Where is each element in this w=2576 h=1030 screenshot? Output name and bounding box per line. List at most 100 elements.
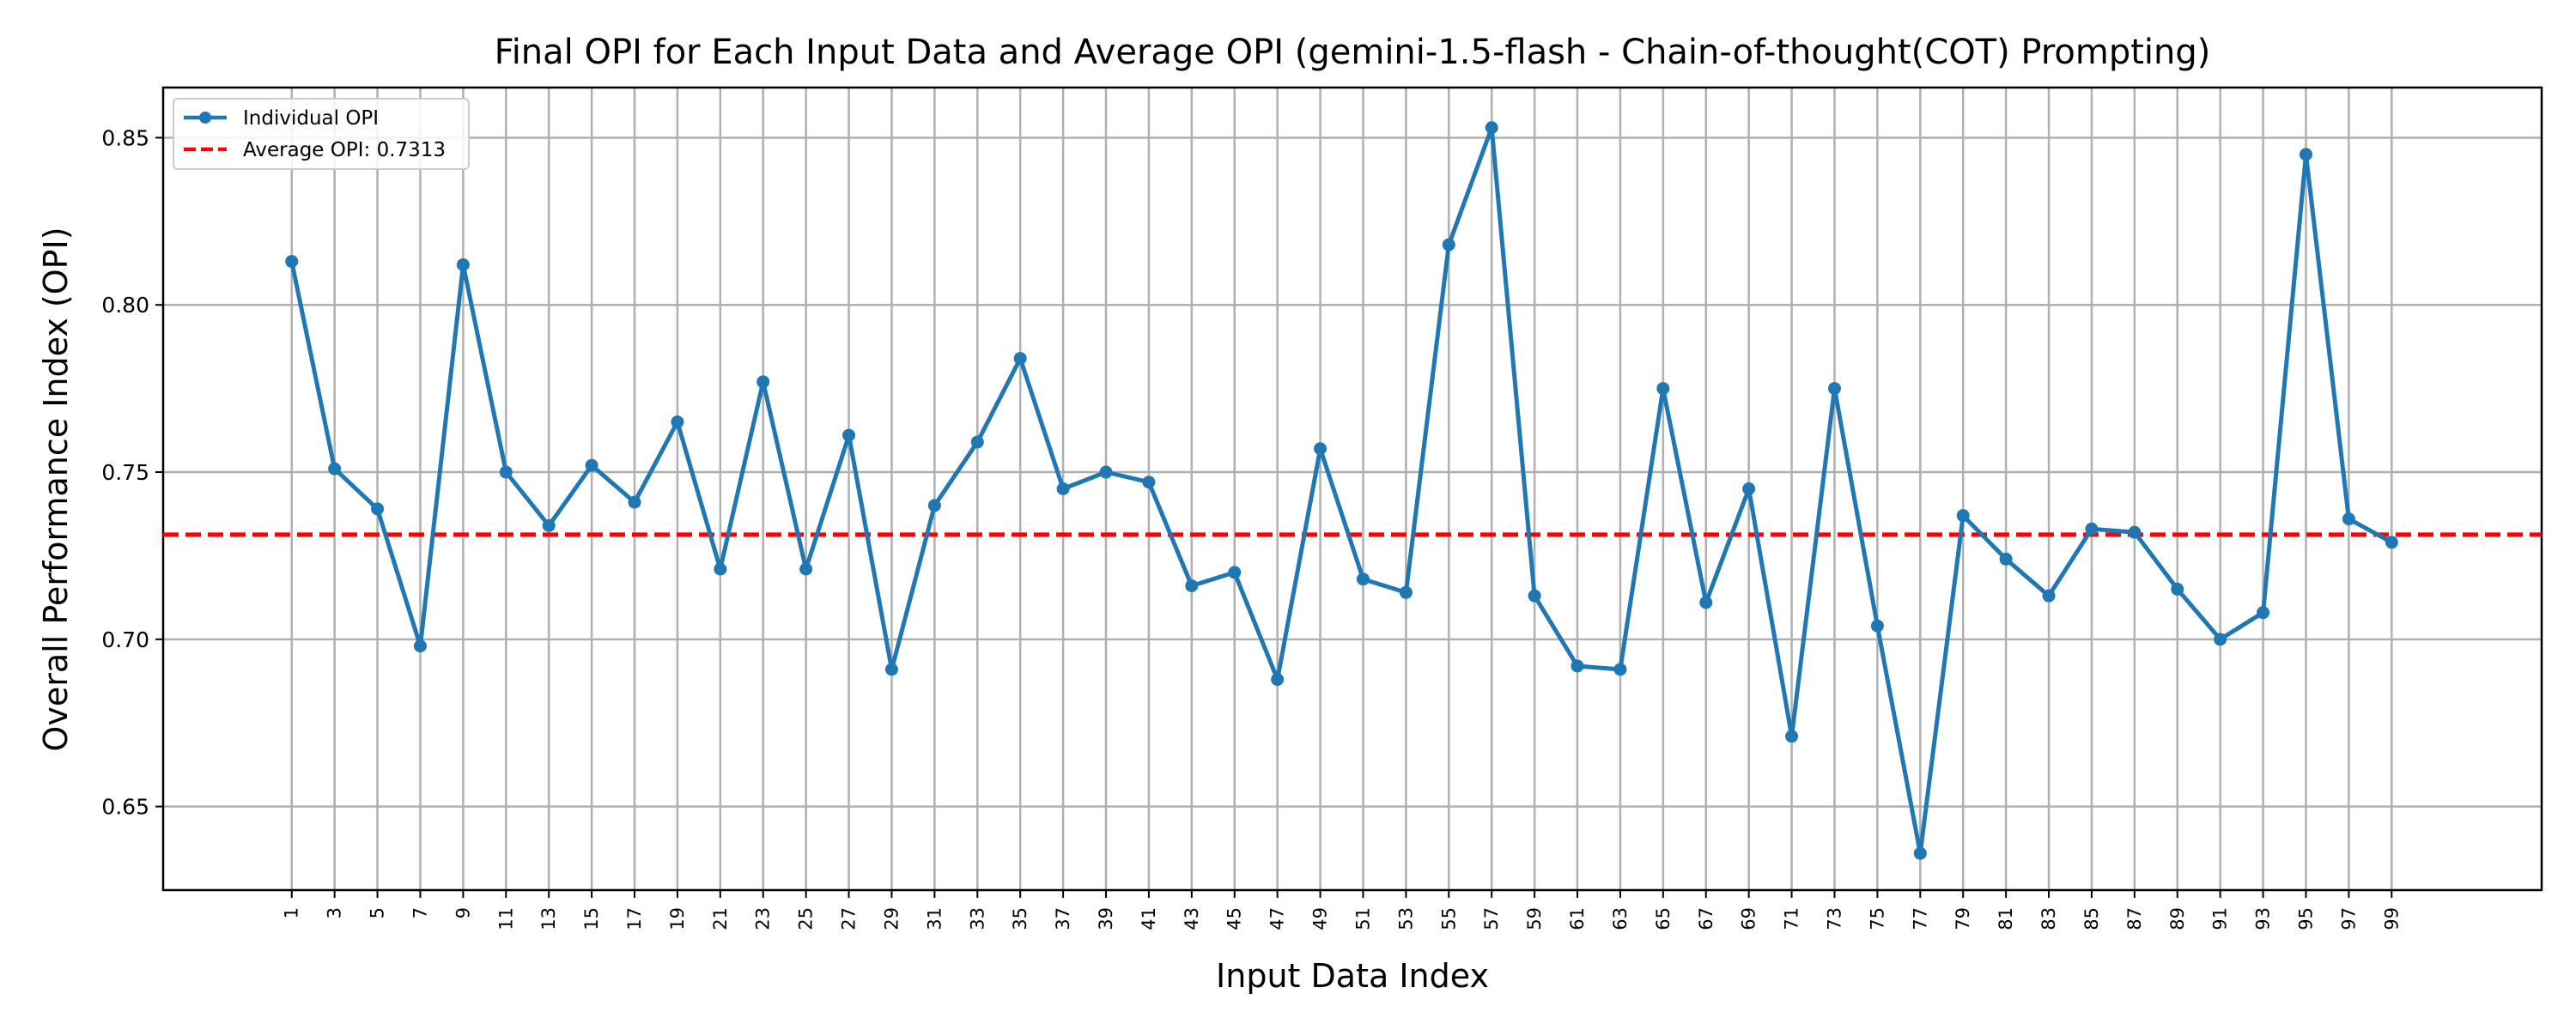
x-tick-label: 17 (624, 907, 645, 930)
y-axis-ticks: 0.65 0.70 0.75 0.80 0.85 (101, 125, 163, 820)
data-point (1528, 589, 1541, 603)
legend-label-individual-opi: Individual OPI (243, 107, 379, 130)
legend: Individual OPI Average OPI: 0.7313 (173, 98, 470, 170)
y-tick-label: 0.80 (101, 293, 149, 318)
x-tick-label: 65 (1653, 907, 1674, 930)
x-tick-label: 49 (1310, 907, 1331, 930)
data-point (1314, 442, 1327, 456)
data-point (671, 415, 684, 429)
data-point (1356, 573, 1370, 586)
x-tick-label: 69 (1739, 907, 1759, 930)
data-point (756, 375, 770, 389)
data-point-markers (285, 121, 2398, 860)
x-axis-label: Input Data Index (1216, 957, 1489, 995)
legend-marker-individual-opi (199, 112, 211, 124)
legend-box (173, 98, 470, 170)
data-point (1442, 238, 1455, 251)
data-point (799, 562, 813, 576)
x-tick-label: 1 (282, 907, 302, 918)
x-tick-label: 95 (2295, 907, 2316, 930)
data-point (628, 495, 641, 509)
x-tick-label: 21 (710, 907, 731, 930)
data-point (1613, 663, 1627, 676)
data-point (1699, 596, 1713, 609)
x-tick-label: 3 (325, 907, 345, 918)
x-tick-label: 87 (2124, 907, 2145, 930)
data-point (1142, 476, 1156, 489)
data-point (2042, 589, 2056, 603)
x-tick-label: 91 (2210, 907, 2231, 930)
x-tick-label: 85 (2081, 907, 2102, 930)
x-tick-label: 31 (924, 907, 945, 930)
x-tick-label: 45 (1224, 907, 1245, 930)
data-point (842, 428, 856, 442)
x-tick-label: 73 (1824, 907, 1844, 930)
x-tick-label: 11 (495, 907, 516, 930)
y-tick-label: 0.70 (101, 627, 149, 652)
x-tick-label: 29 (881, 907, 902, 930)
y-tick-label: 0.65 (101, 795, 149, 820)
x-tick-label: 27 (839, 907, 860, 930)
data-point (1571, 659, 1584, 673)
x-tick-label: 53 (1395, 907, 1416, 930)
data-point (1099, 465, 1113, 479)
data-point (285, 255, 299, 269)
x-tick-label: 51 (1352, 907, 1373, 930)
data-point (499, 465, 513, 479)
data-point (456, 258, 470, 271)
data-point (2085, 522, 2099, 536)
y-tick-label: 0.85 (101, 125, 149, 150)
x-tick-label: 41 (1139, 907, 1159, 930)
data-point (2128, 525, 2142, 539)
data-point (2214, 633, 2227, 646)
data-point (1827, 382, 1841, 396)
x-tick-label: 55 (1438, 907, 1459, 930)
x-tick-label: 39 (1096, 907, 1116, 930)
x-tick-label: 99 (2381, 907, 2402, 930)
x-tick-label: 23 (753, 907, 774, 930)
plot-area-frame (161, 86, 2543, 892)
data-point (1056, 482, 1070, 495)
data-point (2342, 512, 2355, 526)
data-point (542, 518, 556, 532)
data-point (970, 435, 984, 449)
legend-label-average-opi: Average OPI: 0.7313 (243, 139, 446, 161)
data-point (1485, 121, 1498, 135)
data-point (371, 502, 385, 516)
data-point (1271, 673, 1285, 687)
x-tick-label: 83 (2038, 907, 2059, 930)
data-point (884, 663, 898, 676)
individual-opi-line (289, 125, 2393, 856)
data-point (1913, 846, 1927, 860)
x-tick-label: 15 (581, 907, 602, 930)
x-tick-label: 93 (2253, 907, 2274, 930)
grid-lines (163, 88, 2542, 890)
data-point (413, 639, 427, 653)
x-tick-label: 7 (410, 907, 430, 918)
chart-title: Final OPI for Each Input Data and Averag… (495, 33, 2211, 72)
x-tick-label: 13 (538, 907, 559, 930)
x-tick-label: 5 (368, 907, 388, 918)
data-point (1785, 730, 1799, 743)
x-tick-label: 67 (1696, 907, 1716, 930)
y-axis-label: Overall Performance Index (OPI) (37, 227, 75, 751)
data-point (2385, 536, 2398, 549)
x-tick-label: 35 (1010, 907, 1030, 930)
x-tick-label: 43 (1182, 907, 1202, 930)
data-point (1185, 579, 1199, 592)
x-tick-label: 97 (2338, 907, 2359, 930)
data-point (714, 562, 727, 576)
data-point (2299, 148, 2312, 161)
data-point (1656, 382, 1670, 396)
x-tick-label: 77 (1910, 907, 1930, 930)
x-tick-label: 81 (1996, 907, 2016, 930)
data-point (1999, 552, 2013, 566)
x-tick-label: 71 (1782, 907, 1802, 930)
x-tick-label: 33 (967, 907, 987, 930)
data-point (1399, 585, 1413, 599)
data-point (328, 462, 342, 476)
data-point (585, 458, 598, 472)
data-point (1013, 352, 1027, 366)
data-point (1742, 482, 1756, 495)
x-axis-ticks: 1 3 5 7 9 11 13 15 17 19 21 23 25 27 29 31 33 35 37 39 41 43 4… (282, 890, 2402, 930)
